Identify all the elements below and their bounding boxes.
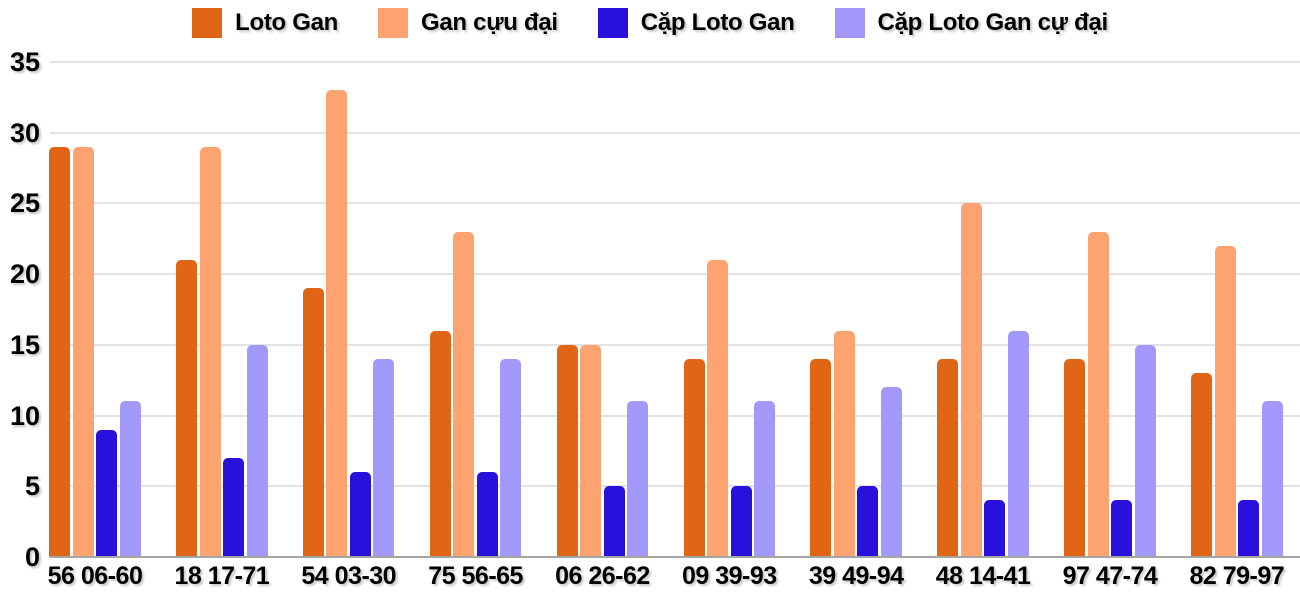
bar-c-p-loto-gan-c-i-97-47-74[interactable] xyxy=(1134,344,1156,557)
bar-c-p-loto-gan-56-06-60[interactable] xyxy=(96,429,118,557)
bar-gan-c-u-i-82-79-97[interactable] xyxy=(1214,245,1236,557)
legend-label: Cặp Loto Gan cự đại xyxy=(877,9,1109,36)
bar-c-p-loto-gan-54-03-30[interactable] xyxy=(349,472,371,557)
x-axis-category-label: 56 06-60 xyxy=(47,562,143,590)
bar-c-p-loto-gan-18-17-71[interactable] xyxy=(223,458,245,557)
bar-gan-c-u-i-39-49-94[interactable] xyxy=(833,330,855,557)
bar-gan-c-u-i-09-39-93[interactable] xyxy=(707,260,729,557)
bar-gan-c-u-i-06-26-62[interactable] xyxy=(580,344,602,557)
y-axis-tick-label: 35 xyxy=(9,47,40,77)
bar-c-p-loto-gan-c-i-39-49-94[interactable] xyxy=(880,387,902,557)
chart-legend: Loto Gan Gan cựu đại Cặp Loto Gan Cặp Loto … xyxy=(0,8,1300,38)
x-axis-category-label: 48 14-41 xyxy=(935,562,1031,590)
bar-c-p-loto-gan-c-i-56-06-60[interactable] xyxy=(119,401,141,557)
x-axis-category-label: 75 56-65 xyxy=(428,562,523,590)
bar-c-p-loto-gan-06-26-62[interactable] xyxy=(603,486,625,557)
legend-label: Loto Gan xyxy=(235,9,339,36)
legend-label: Cặp Loto Gan xyxy=(640,9,795,36)
legend-swatch-icon xyxy=(597,8,628,38)
x-axis-category-label: 39 49-94 xyxy=(808,562,904,590)
gridline-35 xyxy=(50,61,1300,63)
bar-gan-c-u-i-54-03-30[interactable] xyxy=(326,90,348,557)
y-axis-tick-label: 10 xyxy=(9,400,40,431)
x-axis-category-label: 97 47-74 xyxy=(1062,562,1158,590)
legend-swatch-icon xyxy=(834,8,865,38)
bar-c-p-loto-gan-39-49-94[interactable] xyxy=(857,486,879,557)
bar-gan-c-u-i-75-56-65[interactable] xyxy=(453,231,475,557)
legend-item-4[interactable]: Cặp Loto Gan cự đại xyxy=(834,8,1109,38)
bar-gan-c-u-i-18-17-71[interactable] xyxy=(199,146,221,557)
bar-loto-gan-48-14-41[interactable] xyxy=(937,359,959,557)
bar-loto-gan-75-56-65[interactable] xyxy=(429,330,451,557)
gridline-30 xyxy=(50,131,1300,134)
y-axis-tick-label: 20 xyxy=(9,259,40,290)
x-axis-baseline xyxy=(50,556,1300,558)
bar-loto-gan-97-47-74[interactable] xyxy=(1064,359,1086,557)
bar-loto-gan-06-26-62[interactable] xyxy=(556,344,578,557)
x-axis-category-label: 06 26-62 xyxy=(555,562,650,590)
bar-c-p-loto-gan-75-56-65[interactable] xyxy=(476,472,498,557)
bar-c-p-loto-gan-c-i-82-79-97[interactable] xyxy=(1261,401,1283,557)
bar-c-p-loto-gan-97-47-74[interactable] xyxy=(1111,500,1133,557)
bar-gan-c-u-i-48-14-41[interactable] xyxy=(960,203,982,557)
y-axis-tick-label: 15 xyxy=(9,329,40,360)
bar-c-p-loto-gan-09-39-93[interactable] xyxy=(730,486,752,557)
gridline-5 xyxy=(50,485,1300,488)
legend-swatch-icon xyxy=(378,8,409,38)
legend-label: Gan cựu đại xyxy=(421,9,558,36)
y-axis-tick-label: 30 xyxy=(9,117,40,148)
bar-c-p-loto-gan-c-i-09-39-93[interactable] xyxy=(754,401,776,557)
gridline-20 xyxy=(50,273,1300,276)
bar-c-p-loto-gan-c-i-48-14-41[interactable] xyxy=(1007,330,1029,557)
legend-item-2[interactable]: Gan cựu đại xyxy=(378,8,558,38)
legend-swatch-icon xyxy=(192,8,223,38)
bar-c-p-loto-gan-c-i-75-56-65[interactable] xyxy=(500,359,522,557)
x-axis-category-label: 09 39-93 xyxy=(681,562,777,590)
y-axis-tick-label: 0 xyxy=(24,542,40,572)
y-axis-tick-label: 5 xyxy=(24,471,40,502)
bar-c-p-loto-gan-c-i-54-03-30[interactable] xyxy=(373,359,395,557)
bar-loto-gan-56-06-60[interactable] xyxy=(49,146,71,557)
bar-loto-gan-39-49-94[interactable] xyxy=(810,359,832,557)
gridline-15 xyxy=(50,343,1300,346)
bar-gan-c-u-i-56-06-60[interactable] xyxy=(72,146,94,557)
bar-loto-gan-54-03-30[interactable] xyxy=(302,288,324,557)
gridline-25 xyxy=(50,202,1300,205)
x-axis-category-label: 18 17-71 xyxy=(174,562,270,590)
bar-loto-gan-09-39-93[interactable] xyxy=(683,359,705,557)
gridline-10 xyxy=(50,414,1300,417)
bar-c-p-loto-gan-82-79-97[interactable] xyxy=(1238,500,1260,557)
legend-item-1[interactable]: Loto Gan xyxy=(192,8,338,38)
bar-loto-gan-82-79-97[interactable] xyxy=(1191,373,1213,557)
bar-c-p-loto-gan-48-14-41[interactable] xyxy=(984,500,1006,557)
bar-c-p-loto-gan-c-i-18-17-71[interactable] xyxy=(246,344,268,557)
bar-gan-c-u-i-97-47-74[interactable] xyxy=(1087,231,1109,557)
bar-c-p-loto-gan-c-i-06-26-62[interactable] xyxy=(627,401,649,557)
x-axis-category-label: 82 79-97 xyxy=(1189,562,1285,590)
legend-item-3[interactable]: Cặp Loto Gan xyxy=(597,8,795,38)
x-axis-category-label: 54 03-30 xyxy=(301,562,397,590)
bar-loto-gan-18-17-71[interactable] xyxy=(176,260,198,557)
y-axis-tick-label: 25 xyxy=(9,188,40,219)
